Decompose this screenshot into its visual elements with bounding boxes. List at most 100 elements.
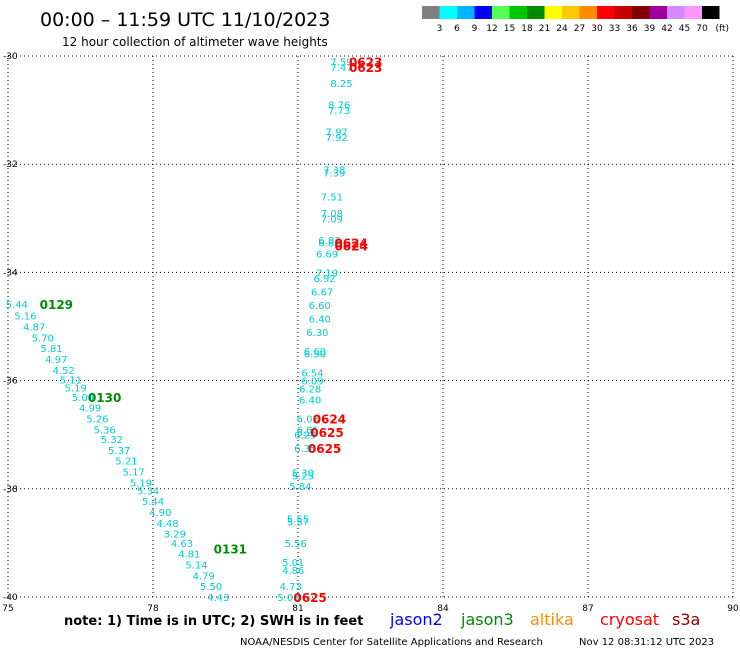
legend-label: 70 bbox=[696, 24, 708, 34]
swh-value: 7.39 bbox=[323, 168, 345, 179]
satellite-jason3: jason3 bbox=[460, 610, 514, 629]
swh-value: 6.50 bbox=[304, 350, 326, 361]
legend-swatch bbox=[597, 6, 615, 19]
x-tick-label: 75 bbox=[2, 604, 13, 614]
swh-value: 5.17 bbox=[123, 467, 145, 478]
swh-value: 6.40 bbox=[299, 396, 321, 407]
satellite-s3a: s3a bbox=[672, 610, 700, 629]
legend-label: 39 bbox=[644, 24, 656, 34]
y-tick-label: -36 bbox=[3, 377, 18, 387]
swh-value: 6.83 bbox=[318, 239, 340, 250]
swh-value: 5.70 bbox=[32, 333, 54, 344]
credit-source: NOAA/NESDIS Center for Satellite Applica… bbox=[240, 637, 543, 648]
x-tick-label: 78 bbox=[147, 604, 159, 614]
swh-value: 5.14 bbox=[185, 561, 207, 572]
swh-value: 6.67 bbox=[311, 287, 333, 298]
swh-value: 4.48 bbox=[156, 519, 178, 530]
legend-label: 6 bbox=[454, 24, 460, 34]
swh-value: 5.21 bbox=[115, 457, 137, 468]
legend-swatch bbox=[632, 6, 650, 19]
legend-swatch bbox=[492, 6, 510, 19]
swh-value: 4.81 bbox=[178, 550, 200, 561]
swh-value: 5.11 bbox=[60, 376, 82, 387]
time-labels: 0129013001310623062306240624062406250625… bbox=[40, 55, 383, 605]
color-scale-legend: 3 6 9 12 15 18 21 24 27 30 33 36 39 42 45 70 (ft) bbox=[422, 6, 729, 34]
legend-label: 12 bbox=[486, 24, 497, 34]
legend-swatch bbox=[562, 6, 580, 19]
swh-value: 4.52 bbox=[52, 366, 74, 377]
time-label: 0624 bbox=[334, 237, 367, 251]
swh-value: 6.03 bbox=[297, 414, 319, 425]
swh-value: 6.09 bbox=[301, 377, 323, 388]
swh-value: 4.97 bbox=[45, 355, 67, 366]
legend-swatch bbox=[509, 6, 527, 19]
swh-value: 7.97 bbox=[326, 128, 348, 139]
swh-value: 7.38 bbox=[323, 166, 345, 177]
swh-value: 5.34 bbox=[137, 486, 159, 497]
legend-swatch bbox=[439, 6, 457, 19]
y-tick-label: -38 bbox=[3, 485, 18, 495]
y-tick-label: -32 bbox=[3, 160, 18, 170]
swh-value: 7.47 bbox=[330, 63, 352, 74]
legend-swatch bbox=[422, 6, 440, 19]
swh-value: 4.99 bbox=[79, 404, 101, 415]
x-tick-label: 84 bbox=[437, 604, 449, 614]
time-label: 0130 bbox=[88, 391, 121, 405]
legend-swatch bbox=[614, 6, 632, 19]
legend-swatch bbox=[579, 6, 597, 19]
satellite-altika: altika bbox=[530, 610, 574, 629]
swh-value: 4.63 bbox=[171, 539, 193, 550]
footer-note: note: 1) Time is in UTC; 2) SWH is in fe… bbox=[64, 614, 363, 629]
track: 7.597.47 8.25 8.767.73 7.977.92 7.387.39 7.51… bbox=[277, 57, 352, 604]
swh-value: 6.83 bbox=[318, 236, 340, 247]
swh-value: 6.60 bbox=[304, 347, 326, 358]
swh-value: 5.25 bbox=[292, 471, 314, 482]
y-tick-label: -40 bbox=[3, 593, 18, 603]
credit-timestamp: Nov 12 08:31:12 UTC 2023 bbox=[579, 637, 714, 648]
swh-value: 7.19 bbox=[316, 268, 338, 279]
swh-value: 6.28 bbox=[299, 385, 321, 396]
swh-value: 5.37 bbox=[108, 446, 130, 457]
swh-value: 5.44 bbox=[142, 497, 164, 508]
swh-value: 6.92 bbox=[313, 274, 335, 285]
swh-value: 5.44 bbox=[6, 300, 28, 311]
swh-value: 6.25 bbox=[294, 431, 316, 442]
satellite-jason2: jason2 bbox=[389, 610, 443, 629]
swh-value: 5.26 bbox=[86, 414, 108, 425]
time-label: 0623 bbox=[349, 61, 382, 75]
swh-value: 4.87 bbox=[23, 323, 45, 334]
time-label: 0624 bbox=[313, 412, 346, 426]
swh-value: 5.56 bbox=[284, 539, 306, 550]
swh-value: 7.09 bbox=[321, 214, 343, 225]
swh-value: 6.35 bbox=[294, 444, 316, 455]
legend-swatch bbox=[684, 6, 702, 19]
swh-value: 6.40 bbox=[309, 314, 331, 325]
legend-label: 45 bbox=[679, 24, 690, 34]
swh-value: 8.25 bbox=[330, 79, 352, 90]
swh-value: 5.19 bbox=[130, 478, 152, 489]
legend-label: 18 bbox=[521, 24, 533, 34]
swh-value: 5.30 bbox=[292, 469, 314, 480]
chart-title: 00:00 – 11:59 UTC 11/10/2023 bbox=[40, 9, 330, 31]
swh-value: 6.69 bbox=[316, 249, 338, 260]
swh-value: 5.81 bbox=[40, 344, 62, 355]
legend-label: 3 bbox=[437, 24, 443, 34]
legend-label: 33 bbox=[609, 24, 620, 34]
swh-value: 7.73 bbox=[328, 106, 350, 117]
legend-label: 15 bbox=[504, 24, 515, 34]
swh-value: 5.08 bbox=[277, 593, 299, 604]
swh-value: 5.50 bbox=[200, 582, 222, 593]
swh-value: 5.57 bbox=[287, 517, 309, 528]
time-label: 0623 bbox=[349, 55, 382, 69]
swh-value: 5.19 bbox=[65, 384, 87, 395]
swh-value: 6.54 bbox=[301, 368, 323, 379]
legend-swatch bbox=[474, 6, 492, 19]
swh-value: 5.36 bbox=[94, 425, 116, 436]
swh-value: 5.00 bbox=[72, 393, 94, 404]
time-label: 0129 bbox=[40, 298, 73, 312]
satellite-tracks: 5.445.164.875.705.814.974.525.115.195.00… bbox=[6, 57, 353, 604]
satellite-cryosat: cryosat bbox=[600, 610, 659, 629]
x-tick-label: 90 bbox=[727, 604, 739, 614]
y-tick-label: -34 bbox=[3, 268, 18, 278]
